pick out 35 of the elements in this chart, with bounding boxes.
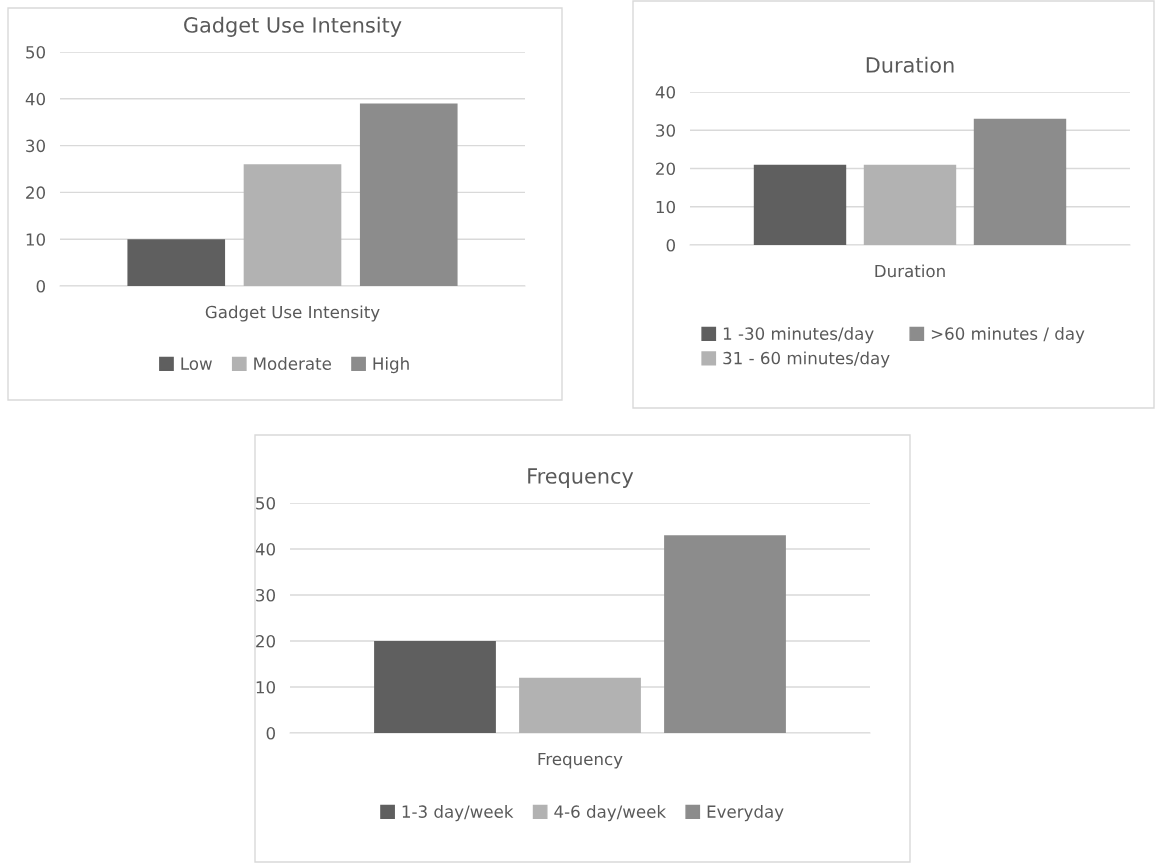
legend-label: 1-3 day/week <box>402 805 514 822</box>
legend-label: Low <box>181 357 212 370</box>
legend-label: Moderate <box>254 357 331 370</box>
chart-title: Frequency <box>528 468 634 488</box>
y-tick-label: 30 <box>256 588 275 602</box>
legend-label: 4-6 day/week <box>554 805 667 822</box>
chart-title: Gadget Use Intensity <box>184 16 402 37</box>
legend-label: 31 - 60 minutes/day <box>723 351 890 368</box>
y-tick-label: 0 <box>266 726 275 740</box>
y-tick-label: 20 <box>26 186 45 199</box>
bar <box>519 677 641 733</box>
y-tick-label: 20 <box>656 162 675 176</box>
y-tick-label: 40 <box>255 542 275 556</box>
y-tick-label: 40 <box>655 85 675 99</box>
legend-label: 1 -30 minutes/day <box>723 327 874 344</box>
legend-label: High <box>373 357 409 374</box>
y-tick-label: 10 <box>26 233 45 246</box>
y-tick-label: 30 <box>26 139 45 153</box>
y-tick-label: 50 <box>256 496 275 510</box>
legend-label: Everyday <box>707 805 784 822</box>
legend-label: >60 minutes / day <box>931 327 1085 344</box>
bar <box>664 535 786 733</box>
y-tick-label: 0 <box>666 238 675 252</box>
y-tick-label: 10 <box>656 200 675 214</box>
chart-title: Duration <box>866 56 954 73</box>
y-tick-label: 10 <box>256 680 275 694</box>
y-tick-label: 30 <box>656 124 675 137</box>
y-tick-label: 40 <box>25 92 45 106</box>
bar <box>127 239 226 286</box>
bar <box>359 103 458 286</box>
y-tick-label: 20 <box>256 634 275 648</box>
y-tick-label: 0 <box>36 279 45 293</box>
bar <box>374 641 496 733</box>
y-tick-label: 50 <box>26 45 45 59</box>
bar <box>243 164 342 286</box>
